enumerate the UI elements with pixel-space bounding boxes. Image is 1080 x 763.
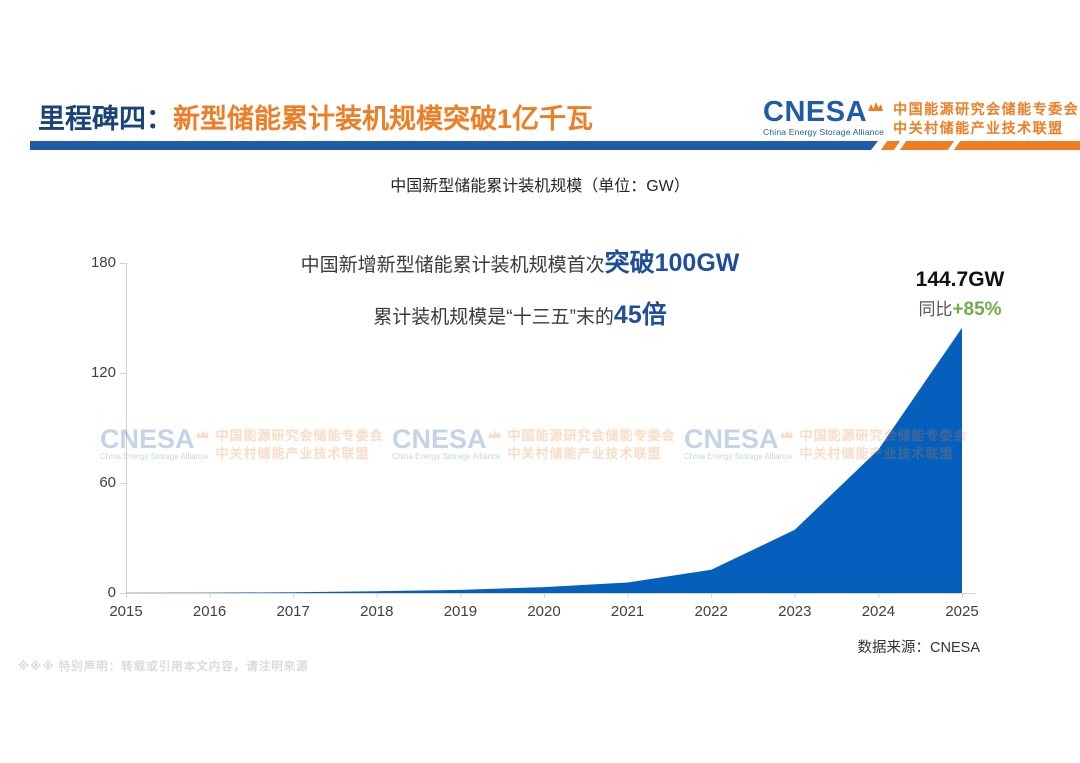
y-axis-tick-label: 60 — [99, 474, 116, 491]
x-axis-tick-label: 2024 — [861, 603, 896, 620]
logo-org-line2: 中关村储能产业技术联盟 — [893, 119, 1064, 136]
x-axis-tick-label: 2016 — [192, 603, 227, 620]
yoy-prefix-label: 同比 — [918, 300, 953, 319]
logo-wave-icon — [868, 102, 884, 111]
cnesa-logo: CNESA China Energy Storage Alliance 中国能源… — [763, 96, 1080, 138]
y-axis-tick-label: 0 — [107, 584, 116, 601]
x-axis-tick-label: 2023 — [778, 603, 812, 620]
logo-subtitle: China Energy Storage Alliance — [763, 127, 885, 137]
annotation-headline-emphasis: 突破100GW — [604, 249, 740, 277]
header-divider-bar — [0, 141, 1080, 150]
annotation-subline-text: 累计装机规模是“十三五”末的 — [373, 307, 614, 328]
logo-wordmark: CNESA — [763, 96, 884, 128]
divider-blue-segment — [30, 141, 878, 150]
annotation-headline: 中国新增新型储能累计装机规模首次突破100GW — [0, 243, 1040, 279]
peak-callout: 144.7GW 同比+85% — [880, 268, 1040, 320]
x-axis-tick-label: 2020 — [527, 603, 561, 620]
x-axis-tick-label: 2019 — [443, 603, 478, 620]
page-title-prefix: 里程碑四： — [38, 104, 173, 134]
annotation-subline-emphasis: 45倍 — [613, 301, 667, 329]
page-title: 里程碑四：新型储能累计装机规模突破1亿千瓦 — [38, 101, 593, 137]
logo-wordmark-text: CNESA — [763, 96, 868, 128]
logo-org-line1: 中国能源研究会储能专委会 — [893, 100, 1080, 117]
x-axis-tick-label: 2018 — [360, 603, 394, 620]
area-series — [126, 327, 962, 593]
y-axis-tick-label: 120 — [90, 364, 116, 381]
y-axis-tick-label: 180 — [90, 254, 116, 271]
peak-value-label: 144.7GW — [915, 268, 1005, 291]
yoy-label: 同比+85% — [880, 300, 1040, 320]
page-title-main: 新型储能累计装机规模突破1亿千瓦 — [173, 104, 594, 134]
yoy-value-label: +85% — [952, 299, 1002, 320]
x-axis-tick-label: 2015 — [109, 603, 143, 620]
x-axis-tick-label: 2021 — [610, 603, 645, 620]
annotation-subline: 累计装机规模是“十三五”末的45倍 — [0, 295, 1040, 331]
x-axis-tick-label: 2017 — [276, 603, 310, 620]
annotation-headline-text: 中国新增新型储能累计装机规模首次 — [300, 255, 605, 276]
disclaimer-text: ※※※ 特别声明：转载或引用本文内容，请注明来源 — [18, 661, 309, 673]
x-axis-tick-label: 2025 — [945, 603, 979, 620]
data-source-label: 数据来源：CNESA — [857, 640, 980, 656]
chart-title: 中国新型储能累计装机规模（单位：GW） — [390, 178, 690, 195]
x-axis-tick-label: 2022 — [694, 603, 728, 620]
